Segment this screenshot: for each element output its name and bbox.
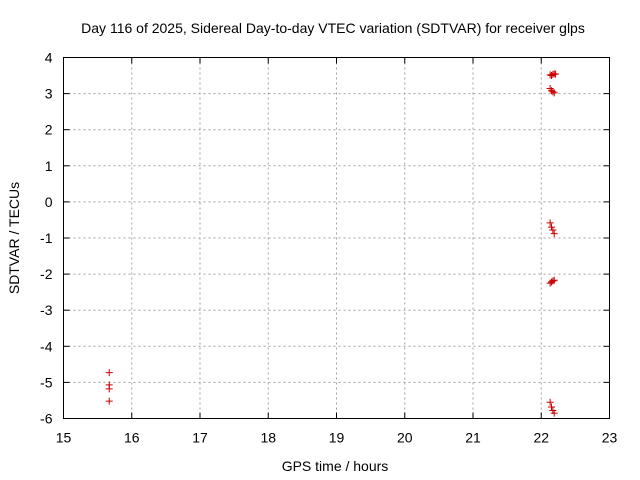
x-tick-label: 18 (260, 430, 276, 446)
data-point (549, 226, 557, 234)
grid (63, 57, 610, 419)
chart-title: Day 116 of 2025, Sidereal Day-to-day VTE… (81, 20, 585, 36)
y-tick-label: 0 (45, 194, 53, 210)
x-tick-label: 21 (465, 430, 481, 446)
data-point (547, 223, 555, 231)
data-point (549, 277, 557, 285)
data-point (552, 70, 560, 78)
x-tick-label: 15 (56, 430, 72, 446)
x-axis-label: GPS time / hours (282, 458, 389, 474)
data-point (549, 88, 557, 96)
data-point (550, 89, 558, 97)
y-tick-label: -2 (40, 266, 53, 282)
y-tick-label: 1 (45, 158, 53, 174)
x-tick-label: 16 (124, 430, 140, 446)
y-tick-label: -5 (40, 374, 53, 390)
x-tick-label: 22 (533, 430, 549, 446)
data-point (550, 409, 558, 417)
x-tick-label: 20 (397, 430, 413, 446)
ticks (63, 57, 610, 419)
data-point (546, 398, 554, 406)
data-point (105, 397, 113, 405)
x-tick-label: 23 (602, 430, 618, 446)
y-tick-label: -3 (40, 302, 53, 318)
y-tick-label: -1 (40, 230, 53, 246)
data-point (550, 230, 558, 238)
y-axis-label: SDTVAR / TECUs (6, 182, 22, 294)
x-tick-label: 17 (192, 430, 208, 446)
data-point (546, 219, 554, 227)
y-tick-label: 2 (45, 122, 53, 138)
data-point (105, 369, 113, 377)
y-tick-label: -4 (40, 338, 53, 354)
x-tick-label: 19 (329, 430, 345, 446)
data-point (547, 403, 555, 411)
y-tick-label: 4 (45, 50, 53, 66)
data-point (105, 385, 113, 393)
y-tick-label: -6 (40, 411, 53, 427)
data-points (105, 70, 560, 417)
data-point (550, 276, 558, 284)
y-tick-label: 3 (45, 86, 53, 102)
